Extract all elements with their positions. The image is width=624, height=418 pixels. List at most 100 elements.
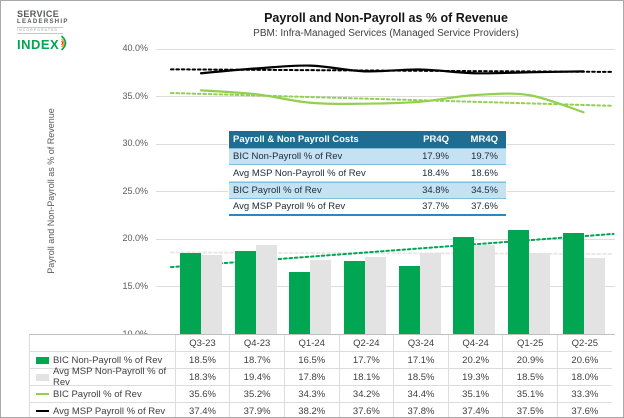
summary-row-bic-nonpayroll: BIC Non-Payroll % of Rev 17.9% 19.7% xyxy=(229,148,506,165)
data-table: Q3-23 Q4-23 Q1-24 Q2-24 Q3-24 Q4-24 Q1-25 Q2-25… xyxy=(29,334,612,417)
bar-avgmsp-nonpayroll xyxy=(474,245,496,334)
legend-swatch-bic-payroll xyxy=(36,392,49,396)
logo-service-text: SERVICE xyxy=(17,9,60,19)
legend-swatch-avgmsp-payroll xyxy=(36,409,49,413)
legend-label: Avg MSP Non-Payroll % of Rev xyxy=(53,366,167,388)
bar-bic-nonpayroll xyxy=(562,233,584,334)
data-table-header-cell: Q1-24 xyxy=(283,335,339,352)
data-cell: 35.2% xyxy=(229,386,284,403)
bar-bic-nonpayroll xyxy=(234,251,256,334)
bar-bic-nonpayroll xyxy=(289,272,311,334)
y-tick-label: 30.0% xyxy=(122,138,148,149)
data-table-header-cell: Q3-24 xyxy=(393,335,448,352)
bar-avgmsp-nonpayroll xyxy=(255,244,277,334)
data-cell: 17.7% xyxy=(338,352,394,369)
data-cell: 20.6% xyxy=(557,352,612,369)
line-bic-payroll xyxy=(199,89,585,114)
summary-header-pr4q: PR4Q xyxy=(423,134,449,145)
data-cell: 37.5% xyxy=(502,403,557,417)
legend-item: Avg MSP Payroll % of Rev xyxy=(30,403,175,417)
legend-swatch-bic-nonpayroll xyxy=(36,356,49,364)
data-cell: 37.4% xyxy=(174,403,230,417)
data-cell: 38.2% xyxy=(283,403,339,417)
bar-avgmsp-nonpayroll xyxy=(583,257,605,334)
bar-avgmsp-nonpayroll xyxy=(419,253,441,334)
data-cell: 37.6% xyxy=(557,403,612,417)
chart-subtitle: PBM: Infra-Managed Services (Managed Ser… xyxy=(253,28,519,39)
service-leadership-logo: SERVICE LEADERSHIP INCORPORATED INDEX xyxy=(17,9,87,54)
y-tick-label: 35.0% xyxy=(122,90,148,101)
data-table-header-cell: Q4-23 xyxy=(229,335,284,352)
data-table-header-cell: Q2-25 xyxy=(557,335,612,352)
data-cell: 37.8% xyxy=(393,403,448,417)
bar-bic-nonpayroll xyxy=(398,266,420,334)
summary-row-bic-payroll: BIC Payroll % of Rev 34.8% 34.5% xyxy=(229,182,506,199)
data-cell: 17.1% xyxy=(393,352,448,369)
gridline xyxy=(156,96,615,98)
chart-title: Payroll and Non-Payroll as % of Revenue xyxy=(264,11,508,25)
summary-row-msp-payroll: Avg MSP Payroll % of Rev 37.7% 37.6% xyxy=(229,199,506,216)
data-cell: 37.4% xyxy=(447,403,503,417)
data-cell: 18.7% xyxy=(229,352,284,369)
data-cell: 20.9% xyxy=(502,352,558,369)
data-cell: 20.2% xyxy=(447,352,503,369)
data-cell: 18.1% xyxy=(338,369,394,386)
data-table-header-cell: Q2-24 xyxy=(338,335,394,352)
logo-index-text: INDEX xyxy=(17,35,87,54)
data-cell: 18.5% xyxy=(174,352,230,369)
summary-table: Payroll & Non Payroll Costs PR4Q MR4Q BI… xyxy=(229,131,506,216)
summary-header-label: Payroll & Non Payroll Costs xyxy=(233,134,359,145)
y-tick-label: 25.0% xyxy=(122,185,148,196)
data-cell: 19.4% xyxy=(229,369,284,386)
y-axis-title: Payroll and Non-Payroll as % of Revenue xyxy=(46,108,56,274)
data-cell: 18.5% xyxy=(393,369,448,386)
logo-leadership-text: LEADERSHIP xyxy=(17,19,69,26)
bar-bic-nonpayroll xyxy=(507,230,529,334)
data-table-header-cell: Q4-24 xyxy=(447,335,503,352)
data-table-corner-cell xyxy=(30,335,175,352)
legend-item: BIC Payroll % of Rev xyxy=(30,386,175,403)
bar-bic-nonpayroll xyxy=(343,260,365,334)
data-cell: 37.6% xyxy=(338,403,394,417)
data-cell: 19.3% xyxy=(447,369,503,386)
bar-avgmsp-nonpayroll xyxy=(528,253,550,334)
summary-header-mr4q: MR4Q xyxy=(470,134,498,145)
logo-swoosh-icon xyxy=(60,35,71,54)
bar-avgmsp-nonpayroll xyxy=(201,255,223,334)
trendline-avgmsp-payroll xyxy=(169,68,615,73)
data-cell: 35.1% xyxy=(447,386,503,403)
y-tick-label: 40.0% xyxy=(122,43,148,53)
data-cell: 18.3% xyxy=(174,369,230,386)
line-avgmsp-payroll xyxy=(199,64,585,75)
bar-bic-nonpayroll xyxy=(453,236,475,334)
data-cell: 18.0% xyxy=(557,369,612,386)
gridline xyxy=(156,48,615,50)
bar-avgmsp-nonpayroll xyxy=(310,259,332,334)
data-cell: 18.5% xyxy=(502,369,558,386)
legend-label: Avg MSP Payroll % of Rev xyxy=(53,405,166,417)
data-cell: 35.1% xyxy=(502,386,558,403)
summary-table-header: Payroll & Non Payroll Costs PR4Q MR4Q xyxy=(229,131,506,148)
logo-incorporated-text: INCORPORATED xyxy=(17,26,63,35)
data-cell: 37.9% xyxy=(229,403,284,417)
legend-label: BIC Payroll % of Rev xyxy=(53,388,142,400)
data-table-header-cell: Q1-25 xyxy=(502,335,558,352)
y-tick-label: 15.0% xyxy=(122,280,148,291)
data-cell: 34.2% xyxy=(338,386,394,403)
gridline xyxy=(156,238,615,240)
legend-item: Avg MSP Non-Payroll % of Rev xyxy=(30,366,175,388)
data-cell: 17.8% xyxy=(283,369,339,386)
trendline-bic-payroll xyxy=(169,91,615,107)
data-table-header-cell: Q3-23 xyxy=(174,335,230,352)
data-cell: 34.4% xyxy=(393,386,448,403)
data-cell: 35.6% xyxy=(174,386,230,403)
summary-row-msp-nonpayroll: Avg MSP Non-Payroll % of Rev 18.4% 18.6% xyxy=(229,165,506,182)
data-cell: 33.3% xyxy=(557,386,612,403)
data-cell: 34.3% xyxy=(283,386,339,403)
legend-item: BIC Non-Payroll % of Rev xyxy=(30,352,175,369)
legend-label: BIC Non-Payroll % of Rev xyxy=(53,354,163,366)
data-cell: 16.5% xyxy=(283,352,339,369)
y-tick-label: 20.0% xyxy=(122,233,148,244)
legend-swatch-avgmsp-nonpayroll xyxy=(36,373,49,381)
